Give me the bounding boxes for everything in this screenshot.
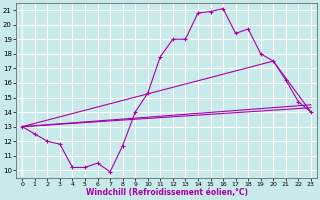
- X-axis label: Windchill (Refroidissement éolien,°C): Windchill (Refroidissement éolien,°C): [85, 188, 248, 197]
